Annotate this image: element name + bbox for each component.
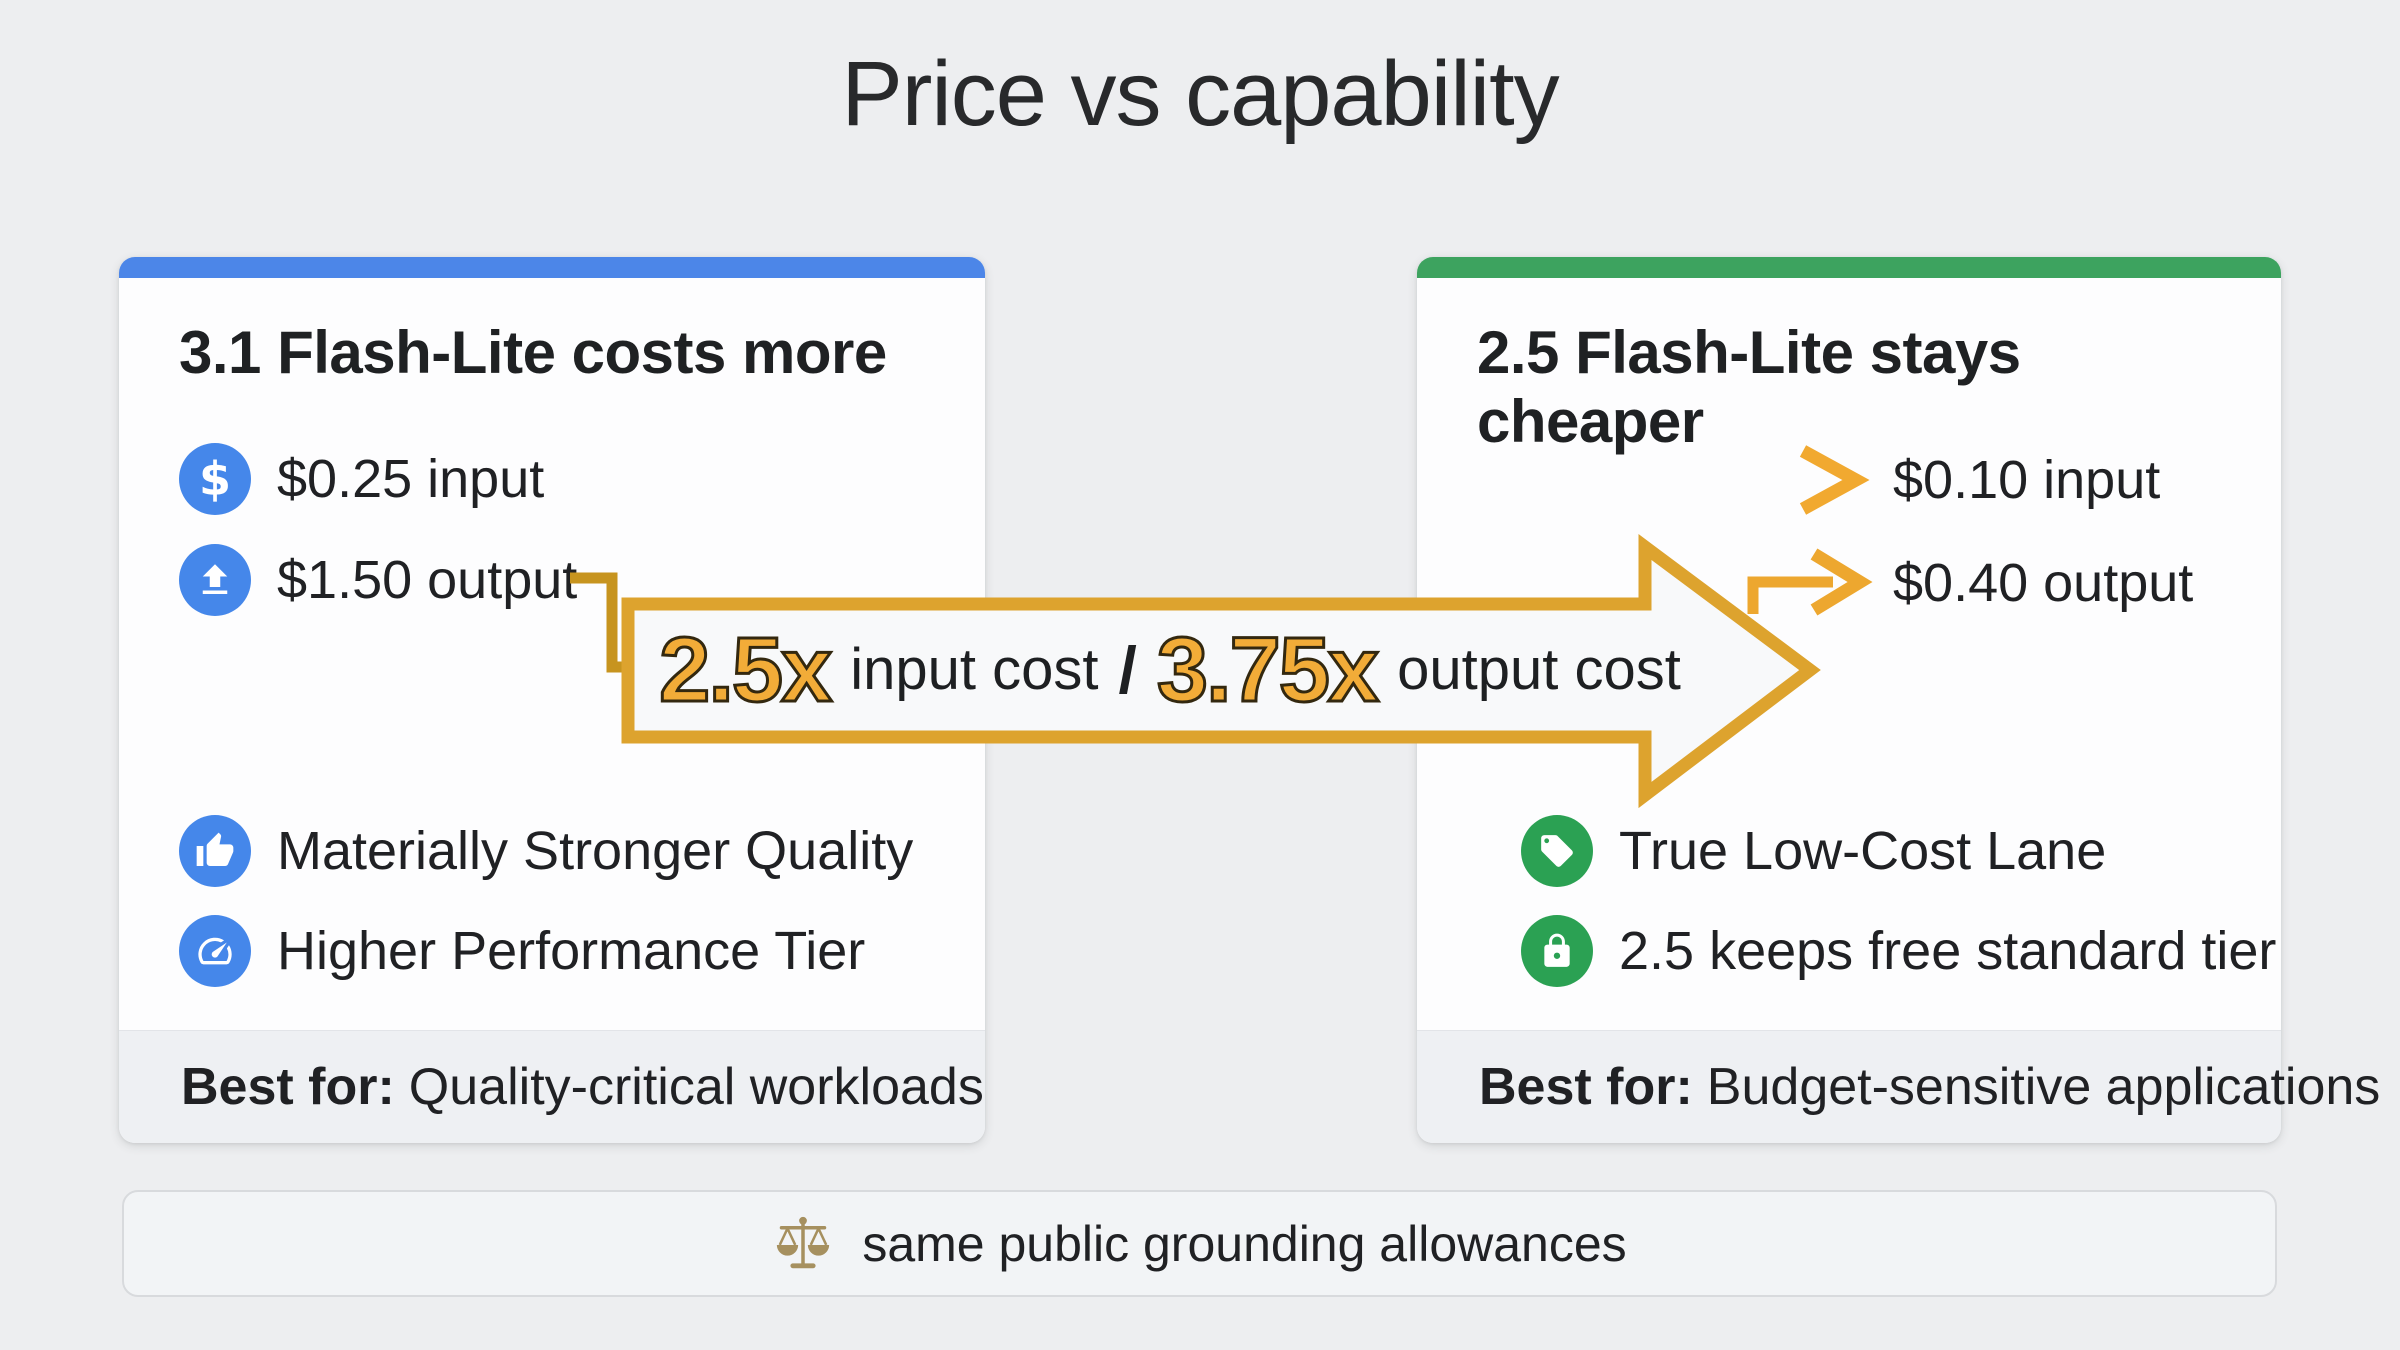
upload-icon	[179, 544, 251, 616]
left-best-for: Best for: Quality-critical workloads	[119, 1030, 985, 1143]
feature-item: 2.5 keeps free standard tier	[1521, 915, 2276, 987]
feature-label: Higher Performance Tier	[277, 921, 866, 981]
feature-item: Higher Performance Tier	[179, 915, 865, 987]
best-for-value: Quality-critical workloads	[408, 1058, 984, 1116]
feature-label: 2.5 keeps free standard tier	[1619, 921, 2277, 981]
dollar-icon: $	[179, 443, 251, 515]
best-for-label: Best for:	[1479, 1058, 1693, 1116]
left-card-title: 3.1 Flash-Lite costs more	[179, 319, 887, 386]
pricing-item: $ $0.25 input	[179, 443, 544, 515]
right-card-title: 2.5 Flash-Lite stays cheaper	[1477, 319, 2021, 455]
lock-icon	[1521, 915, 1593, 987]
thumbs-up-icon	[179, 815, 251, 887]
pricing-label: $1.50 output	[277, 550, 578, 610]
speedometer-icon	[179, 915, 251, 987]
feature-item: Materially Stronger Quality	[179, 815, 913, 887]
best-for-value: Budget-sensitive applications	[1706, 1058, 2381, 1116]
best-for-label: Best for:	[181, 1058, 395, 1116]
footnote-bar: same public grounding allowances	[122, 1190, 2277, 1297]
page-title: Price vs capability	[841, 43, 1559, 145]
right-card: 2.5 Flash-Lite stays cheaper $0.10 input…	[1417, 257, 2380, 1143]
feature-label: Materially Stronger Quality	[277, 821, 914, 881]
feature-label: True Low-Cost Lane	[1619, 821, 2107, 881]
left-accent-bar	[119, 257, 985, 278]
separator-slash: /	[1118, 633, 1137, 707]
feature-item: True Low-Cost Lane	[1521, 815, 2106, 887]
balance-scale-icon	[772, 1212, 834, 1276]
pricing-label: $0.40 output	[1893, 553, 2194, 613]
output-multiplier: 3.75x	[1155, 619, 1380, 721]
right-best-for: Best for: Budget-sensitive applications	[1417, 1030, 2380, 1143]
right-accent-bar	[1417, 257, 2281, 278]
left-card: 3.1 Flash-Lite costs more $ $0.25 input …	[119, 257, 985, 1143]
tag-icon	[1521, 815, 1593, 887]
pricing-item: $1.50 output	[179, 544, 577, 616]
pricing-label: $0.25 input	[277, 449, 545, 509]
pricing-label: $0.10 input	[1893, 450, 2161, 510]
footnote-text: same public grounding allowances	[862, 1215, 1627, 1272]
